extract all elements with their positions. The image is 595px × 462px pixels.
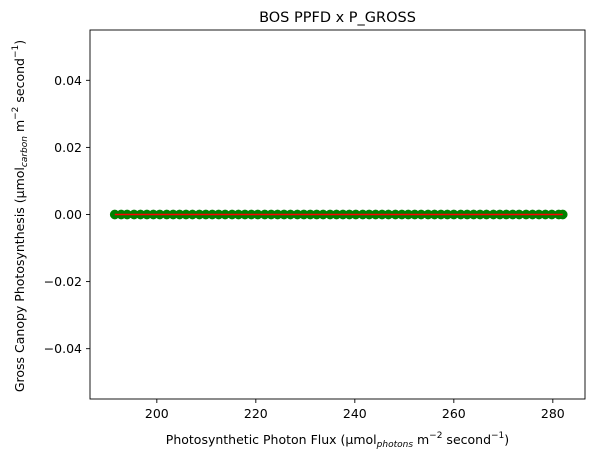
y-tick-label: 0.04: [54, 73, 82, 88]
y-axis-label-end: ): [12, 40, 27, 45]
plot-area: [109, 209, 568, 220]
y-axis-label-exponent-1: −2: [11, 107, 21, 120]
y-tick-label: −0.04: [44, 341, 82, 356]
y-axis-label-middle: m: [12, 120, 27, 136]
x-axis-label-prefix: Photosynthetic Photon Flux (μmol: [166, 432, 377, 447]
y-axis-label: Gross Canopy Photosynthesis (μmolcarbon …: [11, 40, 30, 392]
x-tick-label: 260: [442, 406, 466, 421]
y-axis-label-suffix: second: [12, 58, 27, 107]
x-axis-label-end: ): [504, 432, 509, 447]
chart-title: BOS PPFD x P_GROSS: [259, 10, 416, 26]
x-tick-label: 280: [541, 406, 565, 421]
x-axis-label-exponent-1: −2: [429, 431, 442, 441]
x-axis-label-suffix: second: [442, 432, 491, 447]
y-axis-label-exponent-2: −1: [11, 45, 21, 58]
x-axis-ticks: 200 220 240 260 280: [145, 399, 565, 421]
x-tick-label: 240: [343, 406, 367, 421]
y-tick-label: 0.00: [54, 207, 82, 222]
x-tick-label: 220: [244, 406, 268, 421]
y-tick-label: −0.02: [44, 274, 82, 289]
x-tick-label: 200: [145, 406, 169, 421]
x-axis-label-subscript: photons: [376, 440, 414, 450]
plot-frame: [89, 29, 586, 400]
y-axis-ticks: −0.04 −0.02 0.00 0.02 0.04: [44, 73, 90, 356]
x-axis-label: Photosynthetic Photon Flux (μmolphotons …: [166, 431, 509, 450]
y-tick-label: 0.02: [54, 140, 82, 155]
x-axis-label-middle: m: [413, 432, 429, 447]
y-axis-label-prefix: Gross Canopy Photosynthesis (μmol: [12, 167, 27, 392]
y-axis-label-subscript: carbon: [20, 136, 30, 167]
x-axis-label-exponent-2: −1: [491, 431, 504, 441]
